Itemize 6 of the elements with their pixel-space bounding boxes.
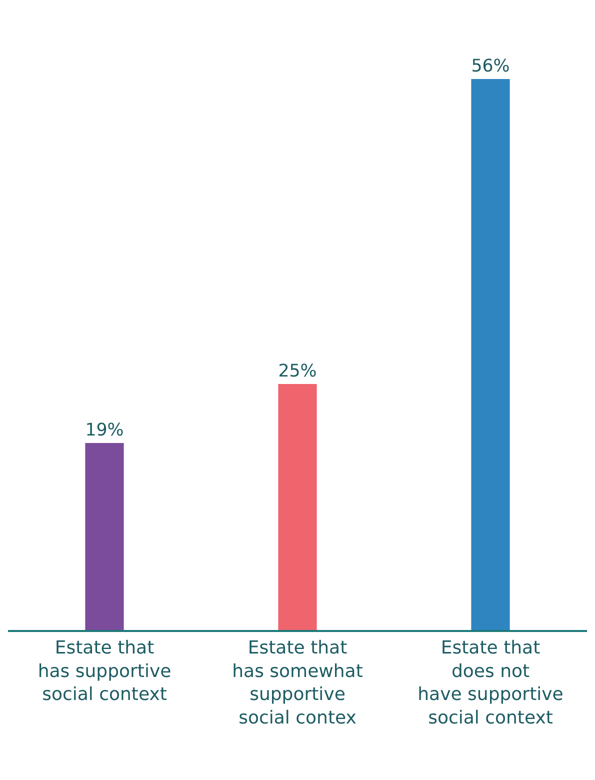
x-tick-label: Estate that has somewhat supportive social contex: [232, 637, 363, 729]
x-tick-label: Estate that has supportive social context: [38, 637, 172, 706]
data-label: 25%: [278, 361, 317, 382]
data-label: 56%: [471, 56, 510, 76]
data-label: 19%: [85, 420, 124, 440]
x-tick-label: Estate that does not have supportive social context: [418, 637, 564, 729]
